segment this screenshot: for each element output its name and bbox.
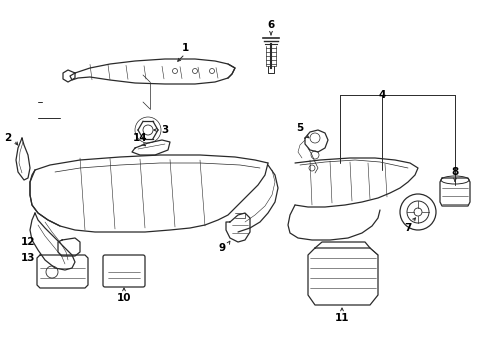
Text: 12: 12	[20, 237, 35, 247]
Text: 13: 13	[20, 253, 35, 263]
Text: 11: 11	[334, 313, 348, 323]
Text: 14: 14	[132, 133, 147, 143]
Text: 3: 3	[161, 125, 168, 135]
Text: 9: 9	[218, 243, 225, 253]
Text: 4: 4	[378, 90, 385, 100]
Text: 6: 6	[267, 20, 274, 30]
Text: 8: 8	[450, 167, 458, 177]
Text: 1: 1	[181, 43, 188, 53]
Text: 10: 10	[117, 293, 131, 303]
Text: 7: 7	[404, 223, 411, 233]
Text: 5: 5	[296, 123, 303, 133]
Text: 2: 2	[4, 133, 12, 143]
